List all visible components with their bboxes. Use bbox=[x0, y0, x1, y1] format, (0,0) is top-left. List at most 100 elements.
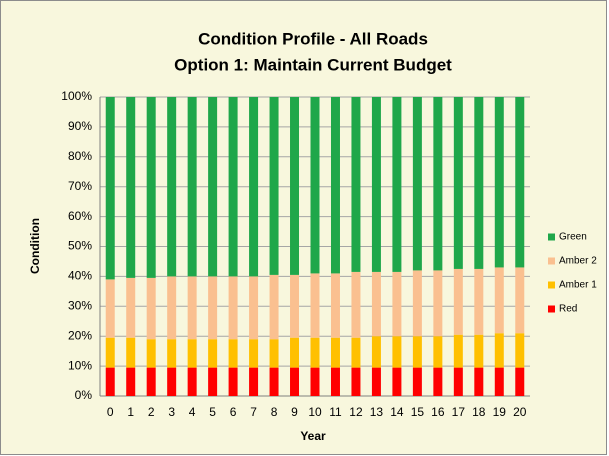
x-tick-label: 15 bbox=[411, 405, 425, 419]
x-tick-label: 4 bbox=[189, 405, 196, 419]
bar-segment bbox=[371, 336, 381, 368]
x-tick-label: 1 bbox=[127, 405, 134, 419]
bar-segment bbox=[412, 367, 422, 396]
legend-label: Green bbox=[559, 232, 587, 243]
y-axis-label: Condition bbox=[28, 218, 42, 274]
x-tick-label: 0 bbox=[107, 405, 114, 419]
bar-segment bbox=[433, 97, 443, 271]
bar-segment bbox=[290, 337, 300, 368]
legend-swatch bbox=[548, 305, 555, 313]
bar-segment bbox=[515, 367, 525, 396]
bar-segment bbox=[126, 367, 136, 396]
bar-segment bbox=[453, 268, 463, 335]
bar-segment bbox=[187, 97, 197, 277]
y-tick-label: 70% bbox=[68, 179, 92, 193]
bar-segment bbox=[371, 97, 381, 272]
legend-swatch bbox=[548, 281, 555, 289]
x-tick-label: 14 bbox=[390, 405, 404, 419]
bar-segment bbox=[453, 367, 463, 396]
bar-segment bbox=[392, 336, 402, 368]
x-tick-label: 3 bbox=[168, 405, 175, 419]
bar-segment bbox=[515, 333, 525, 368]
x-tick-label: 12 bbox=[349, 405, 363, 419]
legend-label: Amber 2 bbox=[559, 256, 597, 267]
bar-segment bbox=[433, 336, 443, 368]
bar-segment bbox=[187, 276, 197, 340]
x-tick-label: 2 bbox=[148, 405, 155, 419]
y-tick-label: 50% bbox=[68, 239, 92, 253]
bar-segment bbox=[167, 276, 177, 340]
bar-segment bbox=[371, 271, 381, 337]
bar-segment bbox=[105, 97, 115, 280]
bar-segment bbox=[269, 339, 279, 368]
bar-segment bbox=[208, 276, 218, 340]
y-tick-label: 0% bbox=[75, 388, 93, 402]
x-tick-label: 18 bbox=[472, 405, 486, 419]
x-tick-label: 5 bbox=[209, 405, 216, 419]
x-axis-label: Year bbox=[300, 429, 326, 443]
x-tick-label: 20 bbox=[513, 405, 527, 419]
bar-segment bbox=[228, 367, 238, 396]
x-tick-label: 13 bbox=[370, 405, 384, 419]
x-tick-label: 8 bbox=[271, 405, 278, 419]
bar-segment bbox=[330, 97, 340, 274]
bar-segment bbox=[474, 367, 484, 396]
y-tick-label: 10% bbox=[68, 358, 92, 372]
y-tick-label: 40% bbox=[68, 269, 92, 283]
bar-segment bbox=[351, 367, 361, 396]
chart-title: Condition Profile - All Roads bbox=[198, 29, 428, 48]
bar-segment bbox=[392, 97, 402, 272]
bar-segment bbox=[167, 97, 177, 277]
legend-swatch bbox=[548, 257, 555, 265]
bar-segment bbox=[249, 97, 259, 277]
bar-segment bbox=[249, 276, 259, 340]
bar-segment bbox=[474, 334, 484, 368]
bar-segment bbox=[310, 367, 320, 396]
x-tick-label: 11 bbox=[329, 405, 342, 419]
bar-segment bbox=[412, 336, 422, 368]
bar-segment bbox=[310, 273, 320, 338]
bar-segment bbox=[351, 271, 361, 338]
bar-segment bbox=[146, 277, 156, 340]
bar-segment bbox=[433, 367, 443, 396]
bar-segment bbox=[249, 367, 259, 396]
bar-segment bbox=[330, 337, 340, 368]
y-tick-label: 20% bbox=[68, 328, 92, 342]
legend-swatch bbox=[548, 233, 555, 241]
bar-segment bbox=[330, 273, 340, 338]
bar-segment bbox=[228, 276, 238, 340]
bar-segment bbox=[167, 339, 177, 368]
bar-segment bbox=[269, 367, 279, 396]
bar-segment bbox=[105, 279, 115, 338]
x-tick-label: 6 bbox=[230, 405, 237, 419]
x-tick-label: 9 bbox=[291, 405, 298, 419]
bar-segment bbox=[208, 339, 218, 368]
bar-segment bbox=[515, 97, 525, 268]
bar-segment bbox=[310, 337, 320, 368]
bar-segment bbox=[228, 97, 238, 277]
x-tick-label: 16 bbox=[431, 405, 445, 419]
bar-segment bbox=[392, 271, 402, 337]
y-tick-label: 60% bbox=[68, 209, 92, 223]
bar-segment bbox=[146, 97, 156, 278]
legend-label: Red bbox=[559, 304, 577, 315]
bar-segment bbox=[208, 97, 218, 277]
bar-segment bbox=[351, 97, 361, 272]
bar-segment bbox=[453, 334, 463, 368]
y-tick-label: 90% bbox=[68, 119, 92, 133]
bar-segment bbox=[167, 367, 177, 396]
bar-segment bbox=[187, 339, 197, 368]
bar-segment bbox=[126, 337, 136, 368]
bar-segment bbox=[330, 367, 340, 396]
bar-segment bbox=[351, 337, 361, 368]
bar-segment bbox=[290, 97, 300, 275]
bar-segment bbox=[392, 367, 402, 396]
bar-segment bbox=[433, 270, 443, 337]
chart-subtitle: Option 1: Maintain Current Budget bbox=[174, 55, 452, 74]
legend-label: Amber 1 bbox=[559, 280, 597, 291]
bar-segment bbox=[494, 267, 504, 334]
bar-segment bbox=[290, 274, 300, 338]
bar-segment bbox=[126, 97, 136, 278]
